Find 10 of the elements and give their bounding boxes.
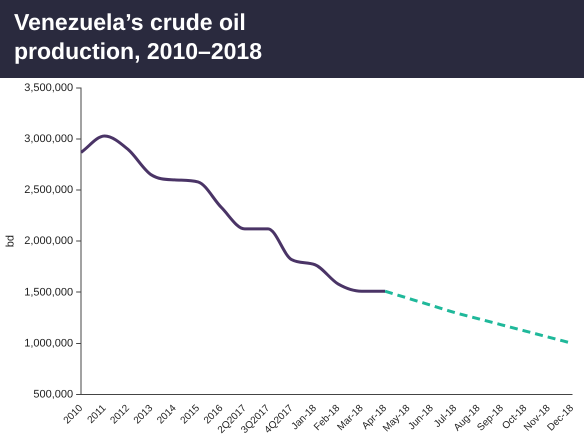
chart-title: Venezuela’s crude oil production, 2010–2018 (14, 8, 263, 66)
line-series (80, 134, 387, 293)
y-tick-label: 1,000,000 (24, 337, 74, 350)
y-tick-label: 2,000,000 (24, 235, 74, 248)
y-tick-label: 2,500,000 (24, 184, 74, 196)
y-axis-title: bd (4, 235, 17, 248)
y-tick-label: 1,500,000 (24, 286, 74, 298)
y-tick-label: 3,500,000 (24, 82, 74, 94)
y-tick-label: 3,000,000 (24, 133, 74, 146)
y-tick-label: 500,000 (33, 388, 74, 400)
